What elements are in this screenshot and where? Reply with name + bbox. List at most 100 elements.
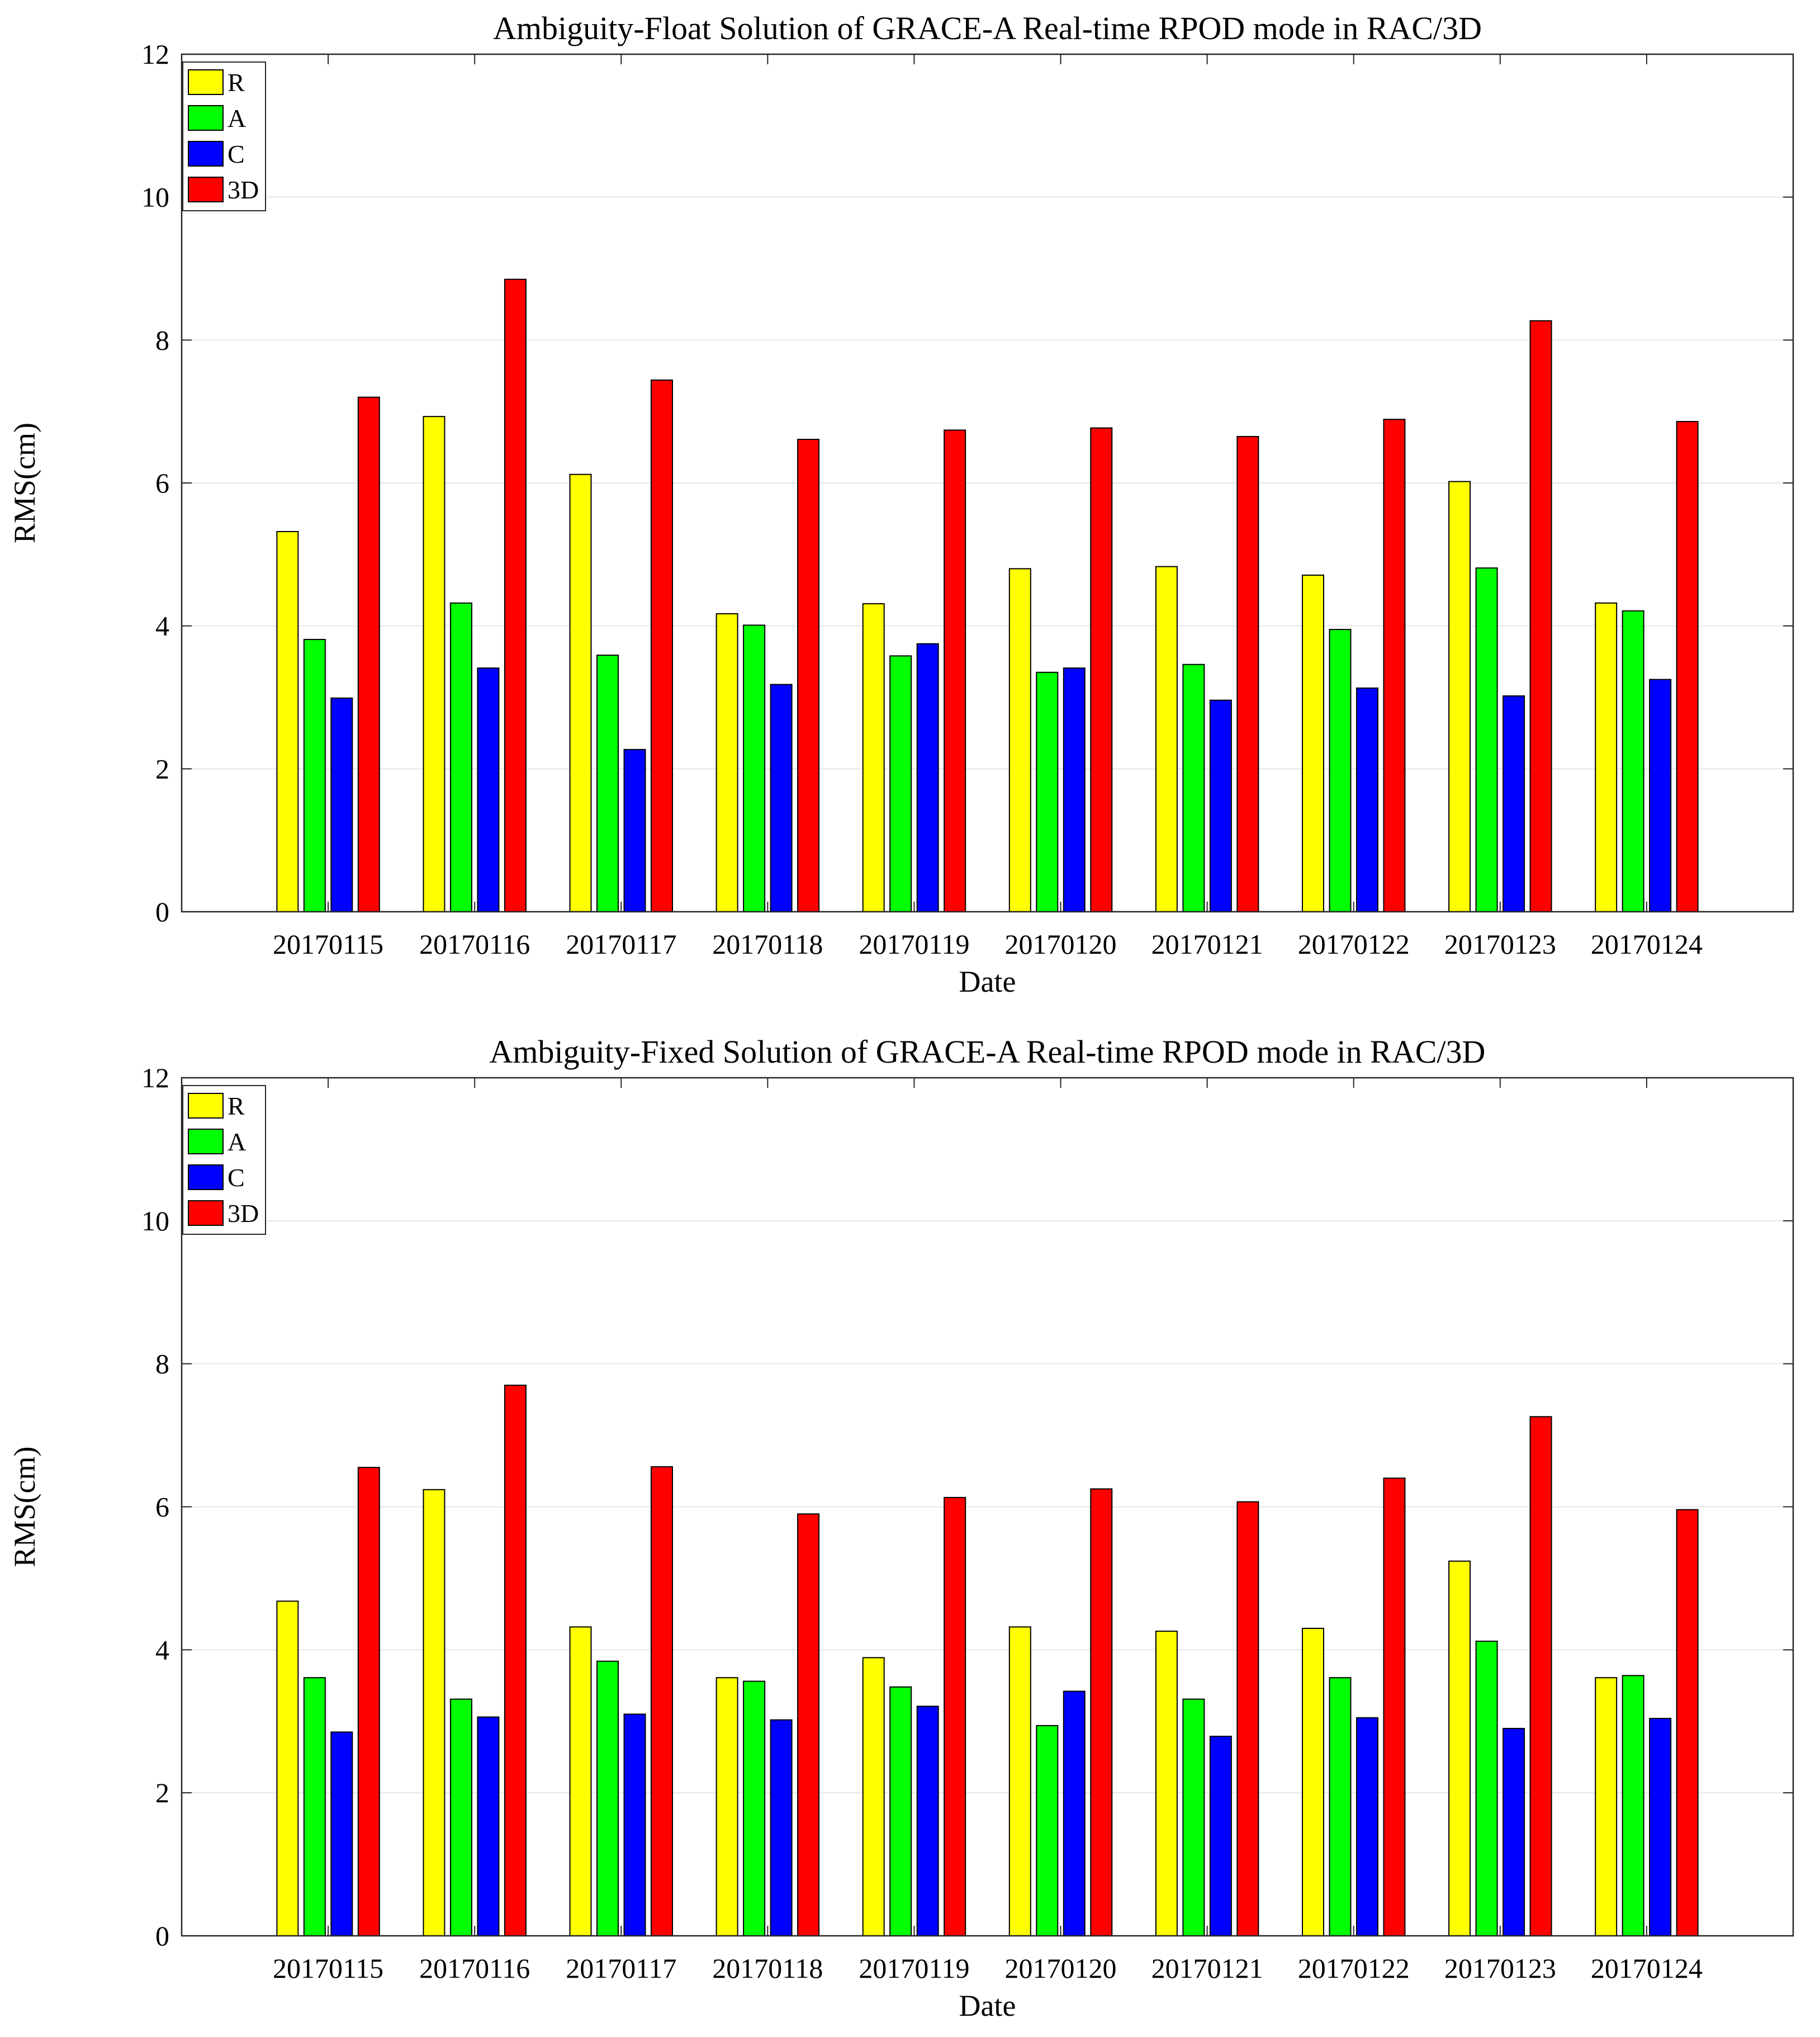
- bar-a-20170124: [1622, 610, 1644, 912]
- bar-r-20170116: [423, 1489, 445, 1937]
- bar-c-20170122: [1355, 1717, 1378, 1937]
- legend-swatch-a: [188, 1129, 224, 1154]
- x-axis-label: Date: [959, 965, 1016, 998]
- x-tick-label: 20170124: [1591, 1953, 1703, 1984]
- bar-a-20170120: [1036, 1725, 1059, 1937]
- x-tick-label: 20170118: [712, 929, 823, 960]
- x-tick-label: 20170117: [566, 1953, 676, 1984]
- bar-3d-20170118: [797, 1513, 820, 1937]
- bar-c-20170124: [1649, 1718, 1672, 1936]
- legend: RAC 3D: [182, 61, 266, 211]
- bar-c-20170121: [1209, 699, 1232, 912]
- bar-a-20170120: [1036, 671, 1059, 912]
- bar-3d-20170120: [1090, 1488, 1113, 1936]
- bar-c-20170116: [477, 667, 500, 913]
- bar-a-20170116: [449, 602, 472, 912]
- x-tick-label: 20170118: [712, 1953, 823, 1984]
- bar-3d-20170123: [1529, 320, 1552, 912]
- bar-a-20170122: [1329, 629, 1352, 913]
- legend-label-a: A: [228, 1128, 246, 1156]
- y-tick-label: 4: [155, 1634, 169, 1665]
- bar-c-20170118: [770, 1719, 793, 1936]
- x-tick-label: 20170120: [1005, 1953, 1117, 1984]
- bar-3d-20170117: [651, 1466, 674, 1937]
- bar-r-20170118: [715, 1677, 738, 1937]
- bar-3d-20170124: [1676, 1509, 1699, 1937]
- y-tick-label: 12: [141, 1062, 169, 1093]
- bar-a-20170121: [1182, 664, 1205, 912]
- axes-box: [181, 1077, 1794, 1937]
- chart-title: Ambiguity-Float Solution of GRACE-A Real…: [493, 10, 1482, 46]
- bar-c-20170115: [330, 1731, 353, 1936]
- legend-swatch-3d: [188, 1200, 224, 1226]
- bar-r-20170115: [276, 530, 299, 912]
- bar-c-20170118: [770, 684, 793, 912]
- bar-3d-20170115: [357, 396, 380, 912]
- y-tick-label: 4: [155, 610, 169, 642]
- bar-c-20170124: [1649, 679, 1672, 912]
- legend-swatch-r: [188, 69, 224, 95]
- y-tick-label: 6: [155, 467, 169, 499]
- x-tick-label: 20170122: [1298, 929, 1410, 960]
- bar-3d-20170120: [1090, 427, 1113, 912]
- bar-r-20170116: [423, 416, 445, 912]
- chart-panel-2: 0 2 4 6 8 10 12 20170115 20170116 20170117 2017011…: [8, 1034, 1794, 2022]
- legend-label-r: R: [228, 68, 245, 97]
- legend-swatch-r: [188, 1093, 224, 1119]
- bar-r-20170121: [1155, 566, 1178, 912]
- legend-swatch-3d: [188, 177, 224, 202]
- bar-r-20170119: [862, 1657, 885, 1936]
- x-tick-label: 20170123: [1444, 1953, 1556, 1984]
- bar-r-20170123: [1448, 481, 1471, 912]
- bar-a-20170124: [1622, 1675, 1644, 1936]
- bar-c-20170123: [1503, 695, 1525, 913]
- legend-label-3d: 3D: [228, 176, 259, 204]
- bar-c-20170122: [1355, 687, 1378, 913]
- bar-a-20170119: [889, 1686, 912, 1937]
- bar-a-20170119: [889, 655, 912, 913]
- bar-c-20170119: [916, 643, 939, 912]
- bar-a-20170118: [743, 1680, 766, 1937]
- bar-a-20170115: [303, 1677, 326, 1937]
- bar-r-20170118: [715, 613, 738, 913]
- x-tick-label: 20170115: [273, 929, 383, 960]
- bar-a-20170123: [1475, 567, 1498, 912]
- bar-r-20170115: [276, 1600, 299, 1937]
- bar-r-20170124: [1595, 1677, 1618, 1937]
- bar-3d-20170121: [1236, 1501, 1259, 1937]
- y-axis-label: RMS(cm): [8, 423, 41, 543]
- x-tick-label: 20170119: [859, 1953, 969, 1984]
- x-tick-label: 20170119: [859, 929, 969, 960]
- y-tick-label: 0: [155, 1920, 169, 1951]
- bar-3d-20170118: [797, 439, 820, 912]
- y-axis-label: RMS(cm): [8, 1447, 41, 1567]
- x-tick-label: 20170124: [1591, 929, 1703, 960]
- y-tick-label: 10: [141, 1205, 169, 1237]
- bar-3d-20170119: [944, 1496, 966, 1936]
- bar-c-20170120: [1063, 667, 1086, 913]
- y-tick-label: 12: [141, 39, 169, 70]
- bar-3d-20170121: [1236, 435, 1259, 912]
- bar-r-20170121: [1155, 1631, 1178, 1936]
- y-tick-label: 0: [155, 896, 169, 927]
- bar-a-20170123: [1475, 1640, 1498, 1937]
- x-tick-label: 20170122: [1298, 1953, 1410, 1984]
- bar-3d-20170124: [1676, 421, 1699, 912]
- bar-3d-20170122: [1383, 419, 1406, 912]
- legend-label-r: R: [228, 1092, 245, 1120]
- legend-label-c: C: [228, 1163, 245, 1192]
- bar-r-20170123: [1448, 1560, 1471, 1936]
- bar-a-20170115: [303, 638, 326, 912]
- chart-title: Ambiguity-Fixed Solution of GRACE-A Real…: [490, 1034, 1486, 1070]
- bar-3d-20170119: [944, 429, 966, 912]
- x-tick-label: 20170115: [273, 1953, 383, 1984]
- bar-c-20170121: [1209, 1736, 1232, 1937]
- legend-swatch-c: [188, 141, 224, 167]
- bar-r-20170120: [1008, 568, 1031, 912]
- bar-a-20170121: [1182, 1698, 1205, 1937]
- bar-c-20170123: [1503, 1728, 1525, 1937]
- bar-a-20170117: [596, 655, 619, 913]
- bar-r-20170117: [569, 473, 592, 912]
- legend-label-c: C: [228, 140, 245, 168]
